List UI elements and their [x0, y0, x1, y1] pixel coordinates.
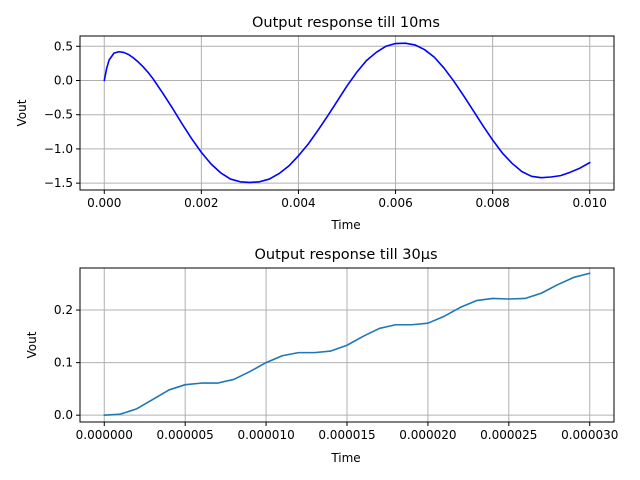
chart-top-y-tick-label: 0.0	[54, 73, 73, 87]
chart-top-y-axis-label: Vout	[15, 99, 29, 126]
chart-top-x-axis-label: Time	[330, 218, 360, 232]
chart-bottom-x-tick-label: 0.000020	[399, 428, 456, 442]
chart-bottom-y-tick-label: 0.0	[54, 408, 73, 422]
chart-top-x-tick-label: 0.006	[378, 196, 412, 210]
chart-bottom-x-tick-label: 0.000015	[318, 428, 375, 442]
chart-bottom-x-tick-label: 0.000005	[157, 428, 214, 442]
chart-bottom-title: Output response till 30µs	[254, 247, 437, 263]
chart-bottom: Output response till 30µs Time Vout 0.00…	[25, 247, 618, 465]
chart-top-y-tick-label: −0.5	[44, 108, 73, 122]
chart-top-x-tick-label: 0.010	[573, 196, 607, 210]
chart-top-y-tick-label: −1.0	[44, 142, 73, 156]
chart-top-x-tick-label: 0.008	[475, 196, 509, 210]
chart-bottom-y-tick-label: 0.2	[54, 303, 73, 317]
chart-bottom-y-axis-label: Vout	[25, 331, 39, 358]
chart-top-x-tick-label: 0.004	[281, 196, 315, 210]
chart-top-x-tick-label: 0.000	[87, 196, 121, 210]
chart-top: Output response till 10ms Time Vout 0.00…	[15, 15, 615, 232]
chart-bottom-x-tick-label: 0.000010	[237, 428, 294, 442]
chart-top-title: Output response till 10ms	[252, 15, 440, 31]
chart-bottom-x-tick-label: 0.000030	[561, 428, 618, 442]
chart-bottom-x-tick-label: 0.000025	[480, 428, 537, 442]
chart-bottom-x-axis-label: Time	[330, 451, 360, 465]
chart-top-series-line	[103, 42, 591, 184]
chart-top-y-tick-label: −1.5	[44, 176, 73, 190]
chart-top-axes-frame	[79, 35, 615, 191]
chart-bottom-series-line	[103, 272, 591, 416]
chart-top-y-tick-label: 0.5	[54, 39, 73, 53]
chart-bottom-y-tick-label: 0.1	[54, 356, 73, 370]
chart-top-x-tick-label: 0.002	[184, 196, 218, 210]
chart-bottom-x-tick-label: 0.000000	[76, 428, 133, 442]
